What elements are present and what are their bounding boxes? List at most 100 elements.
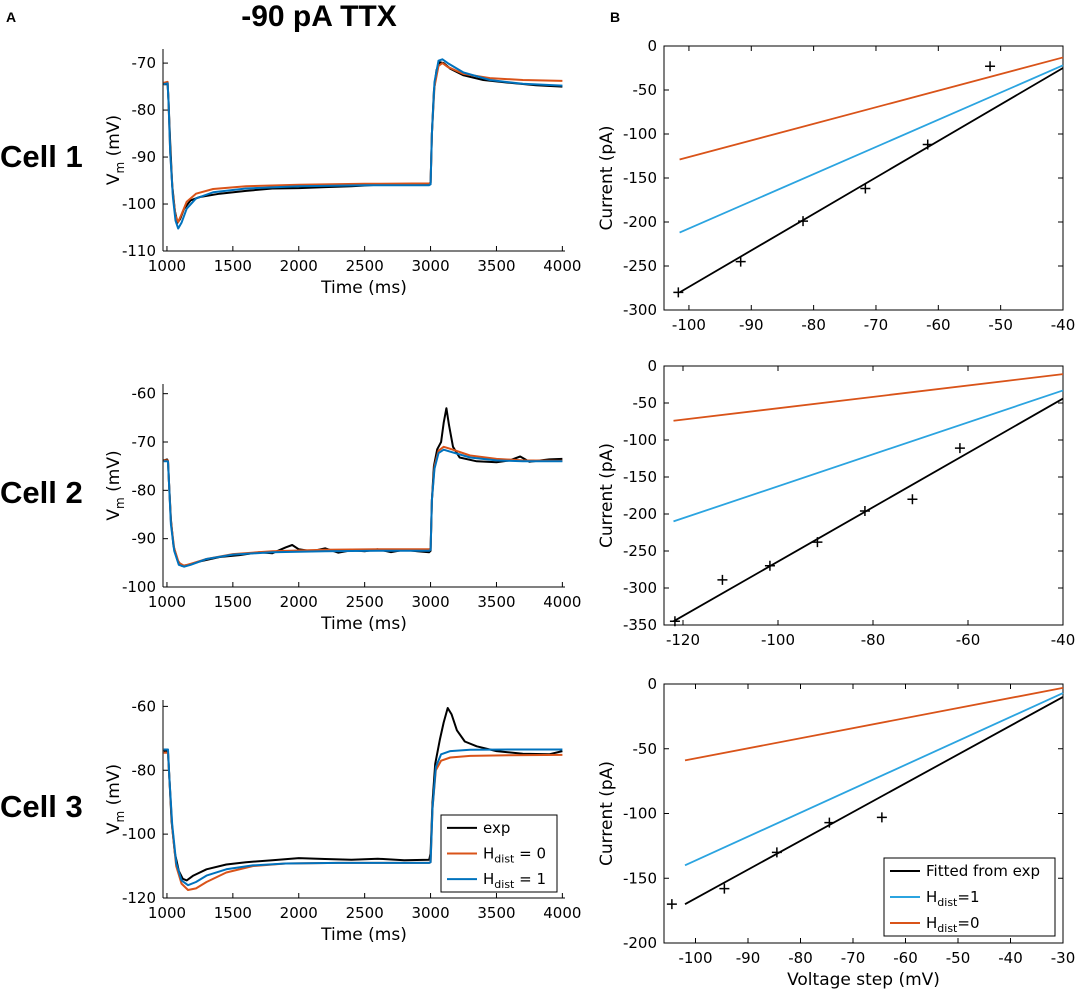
x-tick-label: -120: [666, 631, 700, 649]
y-tick-label: -150: [623, 468, 657, 486]
x-tick-label: -80: [801, 316, 826, 334]
y-tick-label: -100: [623, 431, 657, 449]
x-tick-label: 3000: [411, 257, 449, 275]
y-tick-label: -120: [122, 889, 156, 907]
y-tick-label: -100: [623, 805, 657, 823]
y-tick-label: -50: [633, 81, 658, 99]
y-tick-label: -70: [132, 54, 157, 72]
cell-2-label: Cell 2: [0, 475, 83, 510]
y-tick-label: -300: [623, 301, 657, 319]
x-tick-label: 3000: [411, 593, 449, 611]
x-axis-label: Voltage step (mV): [787, 970, 940, 990]
y-tick-label: -60: [132, 697, 157, 715]
x-tick-label: -40: [1051, 631, 1076, 649]
x-tick-label: -90: [739, 316, 764, 334]
figure-title: -90 pA TTX: [241, 0, 397, 33]
cell-1-label: Cell 1: [0, 139, 83, 174]
legend-entry: Hdist = 0: [483, 845, 546, 866]
fit-line-fit: [673, 397, 1064, 623]
x-axis-label: Time (ms): [320, 278, 407, 298]
panel-b-letter: B: [610, 9, 620, 25]
x-axis-label: Time (ms): [320, 925, 407, 945]
fit-line-fit_h0: [679, 56, 1064, 161]
x-tick-label: -80: [861, 631, 886, 649]
data-point-marker: [764, 560, 775, 571]
y-tick-label: -100: [122, 578, 156, 596]
chart-b1: -100 -90 -80 -70 -60 -50 -40 -300 -250 -200 -150 -1…: [597, 37, 1075, 334]
y-tick-label: -250: [623, 542, 657, 560]
y-tick-label: -200: [623, 934, 657, 952]
data-point-marker: [771, 847, 782, 858]
data-point-marker: [824, 817, 835, 828]
y-tick-label: -100: [623, 125, 657, 143]
x-tick-label: 2500: [346, 904, 384, 922]
fit-line-fit_h0: [684, 687, 1064, 762]
x-tick-label: 1500: [214, 904, 252, 922]
data-point-marker: [735, 256, 746, 267]
x-tick-label: -70: [841, 949, 866, 967]
y-tick-label: -110: [122, 242, 156, 260]
data-point-marker: [954, 443, 965, 454]
chart-a1: 1000 1500 2000 2500 3000 3500 4000 -110 -100 -90 -…: [104, 49, 581, 298]
data-point-marker: [860, 183, 871, 194]
y-tick-label: -50: [633, 394, 658, 412]
x-tick-label: -60: [926, 316, 951, 334]
y-axis-label: Vm (mV): [104, 764, 127, 834]
data-point-marker: [812, 537, 823, 548]
x-tick-label: -90: [736, 949, 761, 967]
plots-layer: 1000 1500 2000 2500 3000 3500 4000 -110 -100 -90 -…: [104, 37, 1075, 990]
x-tick-label: 4000: [543, 257, 581, 275]
x-tick-label: -70: [864, 316, 889, 334]
y-axis-label: Current (pA): [597, 443, 617, 548]
panel-a-letter: A: [6, 9, 16, 25]
data-point-marker: [669, 616, 680, 627]
data-point-marker: [985, 61, 996, 72]
y-tick-label: -100: [122, 825, 156, 843]
x-tick-label: -50: [988, 316, 1013, 334]
x-axis-label: Time (ms): [320, 614, 407, 634]
x-tick-label: 2000: [280, 593, 318, 611]
x-tick-label: -100: [761, 631, 795, 649]
y-tick-label: -300: [623, 579, 657, 597]
x-tick-label: 3500: [477, 593, 515, 611]
y-tick-label: -200: [623, 505, 657, 523]
x-tick-label: -80: [788, 949, 813, 967]
y-tick-label: -150: [623, 169, 657, 187]
y-tick-label: -200: [623, 213, 657, 231]
fit-line-fit_h1: [673, 389, 1064, 523]
x-tick-label: 2500: [346, 593, 384, 611]
data-point-marker: [717, 574, 728, 585]
y-tick-label: 0: [647, 675, 657, 693]
y-tick-label: -150: [623, 869, 657, 887]
x-tick-label: -30: [1051, 949, 1076, 967]
legend-entry: exp: [483, 819, 510, 837]
data-point-marker: [876, 812, 887, 823]
x-tick-label: 1000: [148, 904, 186, 922]
fit-line-fit: [679, 67, 1064, 294]
y-tick-label: 0: [647, 357, 657, 375]
legend-entry: Hdist=0: [926, 914, 980, 935]
data-point-marker: [666, 899, 677, 910]
x-tick-label: 2000: [280, 904, 318, 922]
data-point-marker: [922, 139, 933, 150]
x-tick-label: -100: [678, 949, 712, 967]
x-tick-label: 2000: [280, 257, 318, 275]
chart-a3: 1000 1500 2000 2500 3000 3500 4000 -120 -100 -80 -…: [104, 697, 581, 945]
y-axis-label: Vm (mV): [104, 450, 127, 520]
y-tick-label: -250: [623, 257, 657, 275]
chart-b2: -120 -100 -80 -60 -40 -350 -300 -250 -200 -150 -10…: [597, 357, 1075, 649]
trace-h1: [163, 448, 563, 568]
axes-box: [663, 45, 1064, 311]
data-point-marker: [907, 494, 918, 505]
y-tick-label: -90: [132, 148, 157, 166]
y-tick-label: -100: [122, 195, 156, 213]
axes-box: [663, 365, 1064, 626]
x-tick-label: 4000: [543, 904, 581, 922]
y-tick-label: 0: [647, 37, 657, 55]
x-tick-label: 4000: [543, 593, 581, 611]
trace-exp: [163, 61, 563, 224]
cell-3-label: Cell 3: [0, 789, 83, 824]
x-tick-label: 1500: [214, 593, 252, 611]
y-axis-label: Vm (mV): [104, 115, 127, 185]
